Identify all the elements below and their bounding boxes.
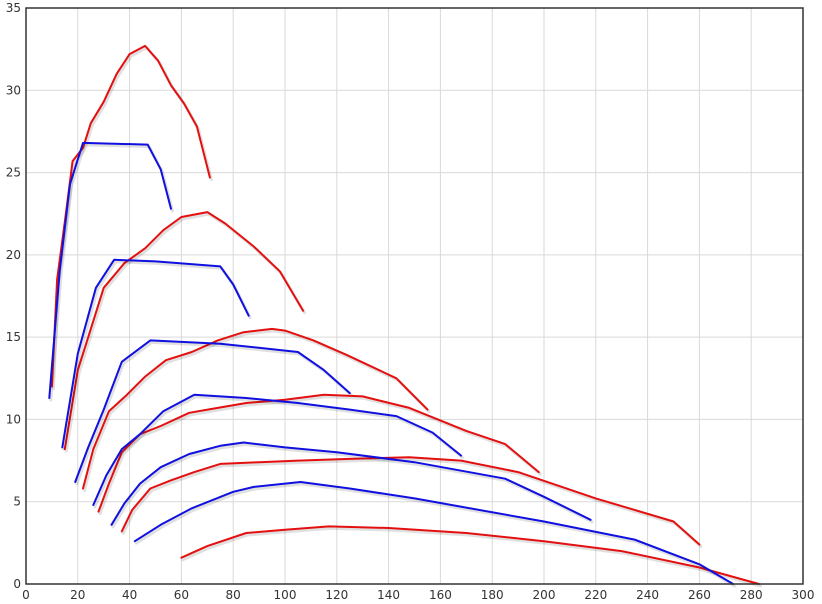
- series-shadow: [83, 329, 431, 492]
- plot-frame: [25, 7, 804, 585]
- series-line-blue-4: [61, 258, 250, 449]
- x-tick-label: 260: [688, 588, 711, 602]
- series-line-red-5: [82, 327, 429, 490]
- x-tick-label: 40: [122, 588, 137, 602]
- x-tick-label: 0: [22, 588, 30, 602]
- y-tick-label: 0: [13, 577, 21, 591]
- x-tick-label: 100: [274, 588, 297, 602]
- x-tick-label: 20: [70, 588, 85, 602]
- series-shadow: [98, 395, 542, 516]
- x-tick-label: 280: [740, 588, 763, 602]
- x-axis-ticks: 0 20 40 60 80 100 120 140 160 180 200 220 240 260 280 3…: [22, 588, 814, 602]
- y-tick-label: 35: [6, 1, 21, 15]
- x-tick-label: 180: [481, 588, 504, 602]
- y-axis-ticks: 0 5 10 15 20 25 30 35: [6, 1, 21, 591]
- series-line-blue-8: [92, 393, 463, 506]
- x-tick-label: 120: [325, 588, 348, 602]
- series-line-blue-6: [74, 339, 351, 483]
- x-tick-label: 140: [377, 588, 400, 602]
- series-shadow: [121, 457, 703, 548]
- y-tick-label: 10: [6, 412, 21, 426]
- series-line-blue-10: [110, 441, 592, 526]
- x-tick-label: 220: [584, 588, 607, 602]
- y-tick-label: 30: [6, 83, 21, 97]
- y-tick-label: 15: [6, 330, 21, 344]
- y-tick-label: 25: [6, 166, 21, 180]
- x-tick-label: 200: [533, 588, 556, 602]
- x-tick-label: 300: [792, 588, 815, 602]
- series-line-red-9: [120, 456, 701, 546]
- x-tick-label: 240: [636, 588, 659, 602]
- grid: [25, 7, 804, 585]
- series-line-blue-12: [133, 481, 735, 585]
- y-tick-label: 20: [6, 248, 21, 262]
- series-shadow: [134, 482, 737, 588]
- series-shadow: [181, 526, 762, 588]
- x-tick-label: 60: [174, 588, 189, 602]
- series-line-red-11: [180, 525, 760, 585]
- series-shadow: [111, 443, 594, 529]
- series-line-blue-2: [48, 141, 172, 399]
- series-line-red-7: [97, 393, 540, 513]
- y-tick-label: 5: [13, 495, 21, 509]
- series-layer: [48, 44, 762, 588]
- x-tick-label: 160: [429, 588, 452, 602]
- series-line-red-3: [63, 211, 305, 451]
- series-shadow: [93, 395, 465, 509]
- x-tick-label: 80: [226, 588, 241, 602]
